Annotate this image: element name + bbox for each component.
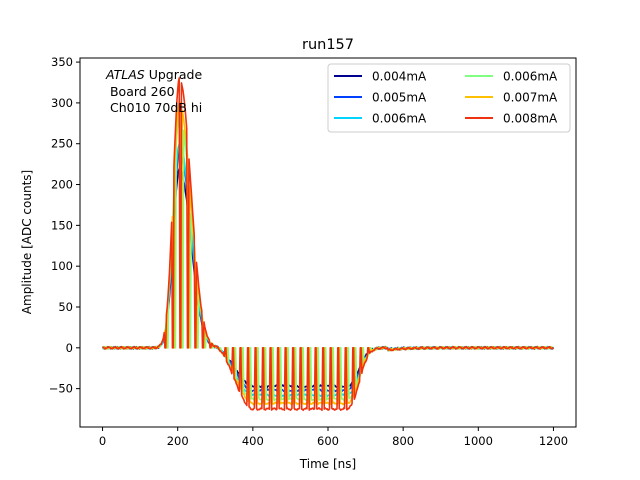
legend-box xyxy=(327,63,571,133)
plot-area xyxy=(101,77,555,412)
y-tick-label: 300 xyxy=(51,96,73,110)
annotation-board: Board 260 xyxy=(106,84,175,99)
x-tick-label: 600 xyxy=(317,434,339,448)
x-tick-label: 200 xyxy=(167,434,189,448)
legend-label: 0.006mA xyxy=(503,70,558,84)
y-tick-label: 250 xyxy=(51,137,73,151)
x-tick-label: 1200 xyxy=(539,434,568,448)
annotation-channel: Ch010 70dB hi xyxy=(106,100,202,115)
y-tick-label: −50 xyxy=(49,382,73,396)
x-axis-label: Time [ns] xyxy=(299,457,356,471)
legend-label: 0.008mA xyxy=(503,112,558,126)
legend-label: 0.007mA xyxy=(503,91,558,105)
legend-label: 0.005mA xyxy=(372,91,427,105)
y-tick-label: 100 xyxy=(51,259,73,273)
chart-title: run157 xyxy=(302,37,354,53)
legend-label: 0.004mA xyxy=(372,70,427,84)
x-tick-label: 400 xyxy=(242,434,264,448)
annotation-italic: ATLAS xyxy=(105,67,145,82)
y-tick-label: 150 xyxy=(51,218,73,232)
series-line-6 xyxy=(102,77,554,412)
y-tick-label: 50 xyxy=(58,300,73,314)
annotation-upgrade: Upgrade xyxy=(145,67,203,82)
legend-label: 0.006mA xyxy=(372,112,427,126)
legend: 0.004mA 0.005mA 0.006mA 0.006mA 0.007mA 0.008… xyxy=(327,63,571,133)
y-tick-label: 350 xyxy=(51,55,73,69)
x-tick-label: 800 xyxy=(392,434,414,448)
y-tick-label: 0 xyxy=(66,341,73,355)
y-axis-label: Amplitude [ADC counts] xyxy=(20,170,34,314)
x-tick-label: 1000 xyxy=(464,434,493,448)
x-tick-label: 0 xyxy=(99,434,106,448)
y-tick-label: 200 xyxy=(51,178,73,192)
axes: 0 200 400 600 800 1000 1200 −50 0 50 100 150 200 250 3… xyxy=(49,55,577,448)
svg-text:ATLAS Upgrade: ATLAS Upgrade xyxy=(105,67,202,82)
atlas-annotation: ATLAS Upgrade Board 260 Ch010 70dB hi xyxy=(105,67,202,115)
